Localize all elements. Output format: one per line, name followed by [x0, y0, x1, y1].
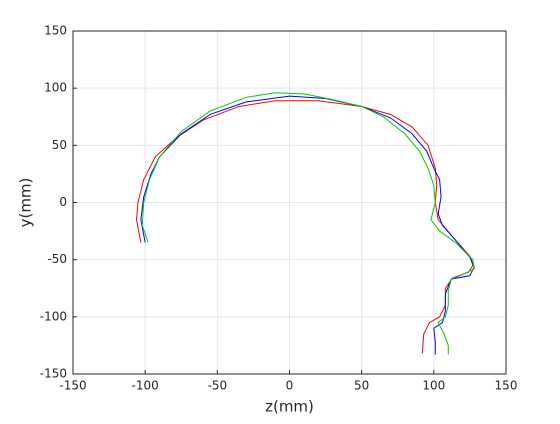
y-tick-label: 150 — [44, 24, 67, 38]
y-tick-label: 100 — [44, 81, 67, 95]
axes-box — [72, 30, 507, 375]
x-tick-label: -150 — [59, 379, 86, 393]
x-axis-label: z(mm) — [265, 398, 314, 416]
y-tick-label: 50 — [52, 138, 67, 152]
x-tick-label: 0 — [286, 379, 294, 393]
y-tick-label: 0 — [59, 195, 67, 209]
line — [141, 92, 475, 355]
x-tick-label: 100 — [422, 379, 445, 393]
x-tick-label: -50 — [208, 379, 228, 393]
line — [140, 95, 475, 355]
y-axis-label: y(mm) — [17, 178, 35, 228]
y-tick-label: -50 — [47, 252, 67, 266]
y-tick-label: -100 — [40, 309, 67, 323]
x-tick-label: -100 — [132, 379, 159, 393]
x-tick-label: 150 — [495, 379, 518, 393]
x-tick-label: 50 — [354, 379, 369, 393]
y-tick-label: -150 — [40, 367, 67, 381]
